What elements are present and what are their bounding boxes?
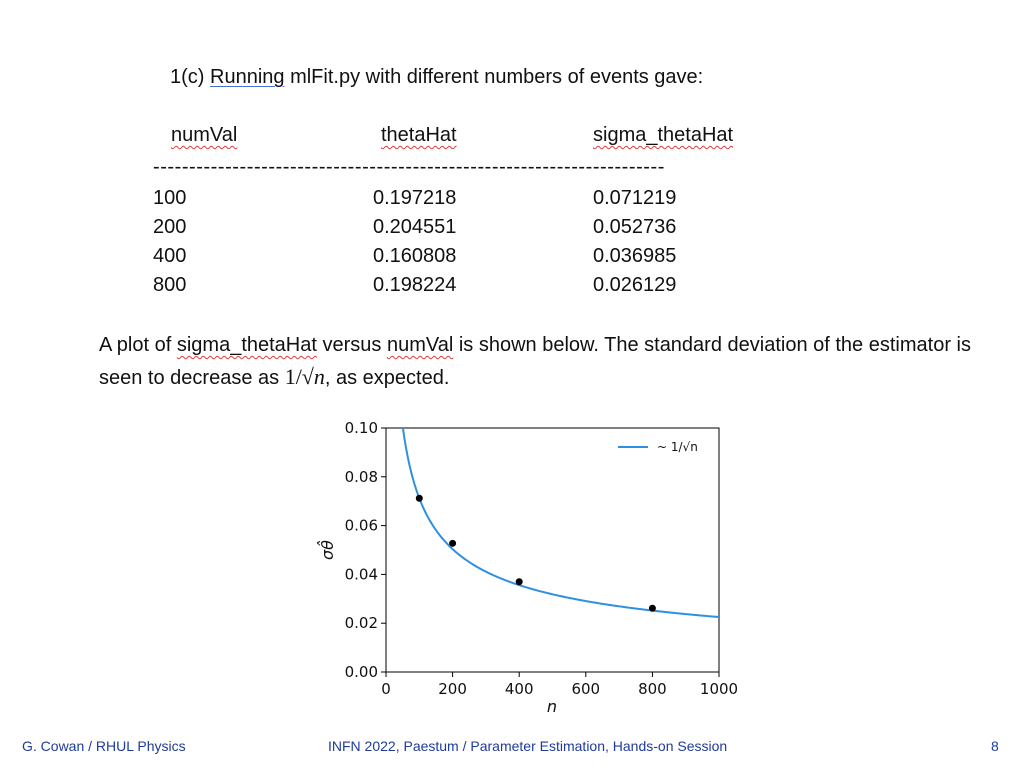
col-header-numval: numVal [171, 124, 238, 146]
data-point [648, 604, 656, 612]
data-point [449, 539, 457, 547]
cell-thetahat: 0.160808 [373, 245, 457, 267]
para-text: , as expected. [324, 367, 450, 389]
sigma-vs-n-chart: 0.00 0.02 0.04 0.06 0.08 0.10 0 200 400 600 800 10… [317, 419, 738, 716]
cell-thetahat: 0.204551 [373, 216, 457, 238]
cell-sigma: 0.036985 [593, 245, 677, 267]
y-tick-label: 0.08 [345, 468, 378, 486]
cell-numval: 800 [153, 274, 187, 296]
para-term-numval: numVal [386, 334, 454, 356]
y-tick-label: 0.04 [345, 565, 378, 583]
data-point [415, 494, 423, 502]
footer-event: INFN 2022, Paestum / Parameter Estimatio… [328, 738, 728, 754]
heading-link-word[interactable]: Running [210, 66, 285, 88]
col-header-thetahat: thetaHat [381, 124, 457, 146]
x-axis: 0 200 400 600 800 1000 [381, 672, 738, 698]
x-axis-label: n [547, 697, 557, 716]
legend: ~ 1/√n [618, 440, 698, 454]
para-text: is shown below. The standard deviation o… [99, 334, 971, 389]
x-tick-label: 0 [381, 680, 391, 698]
footer-author: G. Cowan / RHUL Physics [22, 738, 186, 754]
description-paragraph: A plot of sigma_thetaHat versus numVal i… [99, 330, 979, 394]
table-separator: ----------------------------------------… [153, 156, 665, 178]
math-variable: n [313, 364, 325, 389]
y-axis: 0.00 0.02 0.04 0.06 0.08 0.10 [345, 419, 386, 681]
para-text: versus [316, 334, 387, 356]
math-fraction: 1/√ [284, 364, 314, 389]
x-tick-label: 600 [571, 680, 600, 698]
plot-frame [385, 427, 720, 673]
cell-numval: 200 [153, 216, 187, 238]
col-header-sigma-thetahat: sigma_thetaHat [593, 124, 734, 146]
cell-sigma: 0.071219 [593, 187, 677, 209]
x-tick-label: 400 [505, 680, 534, 698]
y-axis-label: σθ̂ [317, 540, 337, 560]
data-point [515, 578, 523, 586]
para-text: A plot of [99, 334, 177, 356]
legend-label: ~ 1/√n [657, 440, 698, 454]
math-expression: 1/√n [285, 364, 325, 389]
y-tick-label: 0.10 [345, 419, 378, 437]
cell-sigma: 0.052736 [593, 216, 677, 238]
x-tick-label: 1000 [700, 680, 738, 698]
fit-curve [401, 428, 719, 619]
y-tick-label: 0.02 [345, 614, 378, 632]
para-term-sigma: sigma_thetaHat [176, 334, 317, 356]
heading-prefix: 1(c) [170, 66, 210, 88]
cell-numval: 400 [153, 245, 187, 267]
cell-thetahat: 0.197218 [373, 187, 457, 209]
footer-page-number: 8 [991, 738, 999, 754]
cell-numval: 100 [153, 187, 187, 209]
y-tick-label: 0.00 [345, 663, 378, 681]
cell-sigma: 0.026129 [593, 274, 677, 296]
x-tick-label: 800 [638, 680, 667, 698]
heading-rest: mlFit.py with different numbers of event… [284, 66, 704, 88]
slide-heading: 1(c) Running mlFit.py with different num… [170, 66, 703, 89]
data-points [415, 494, 656, 612]
y-tick-label: 0.06 [345, 517, 378, 535]
cell-thetahat: 0.198224 [373, 274, 457, 296]
x-tick-label: 200 [438, 680, 467, 698]
